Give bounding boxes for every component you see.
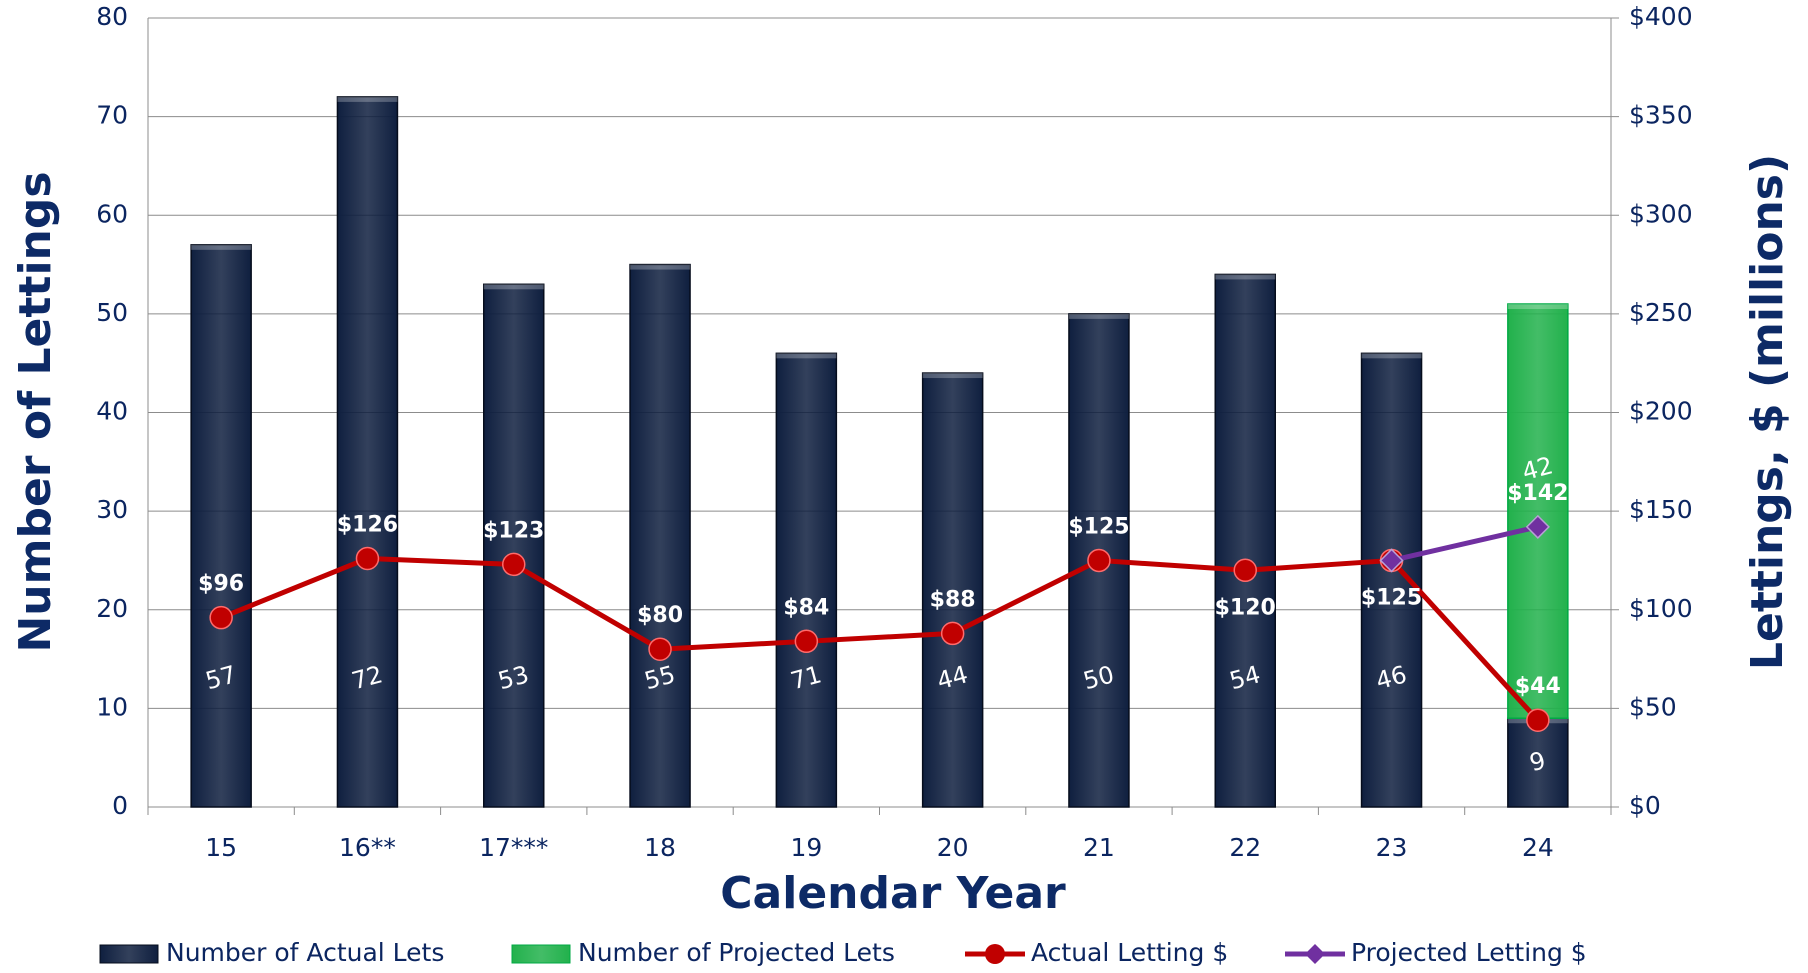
y-axis-title: Number of Lettings xyxy=(10,171,61,652)
data-label: $126 xyxy=(337,512,398,537)
bar-bevel xyxy=(776,353,837,359)
bar-bevel xyxy=(1507,304,1568,310)
bar-bevel xyxy=(337,96,398,102)
legend-label: Projected Letting $ xyxy=(1351,938,1587,967)
data-label: $96 xyxy=(198,572,244,597)
bar xyxy=(1214,273,1276,808)
y2-tick-label: $400 xyxy=(1629,2,1693,31)
y2-tick-label: $350 xyxy=(1629,101,1693,130)
bar-bevel xyxy=(1068,313,1129,319)
data-label: $44 xyxy=(1515,674,1561,699)
data-label: $125 xyxy=(1361,585,1422,610)
marker xyxy=(1526,708,1550,732)
marker xyxy=(209,605,233,630)
data-label: $120 xyxy=(1215,595,1276,620)
legend-swatch xyxy=(511,944,571,964)
data-label: $84 xyxy=(783,595,829,620)
bar xyxy=(775,352,838,808)
data-label: $142 xyxy=(1507,481,1568,506)
y2-tick-label: $50 xyxy=(1629,692,1677,721)
marker xyxy=(794,629,819,654)
legend-label: Actual Letting $ xyxy=(1031,938,1228,967)
y2-tick-label: $200 xyxy=(1629,397,1693,426)
x-tick-label: 15 xyxy=(205,833,237,862)
bar xyxy=(629,263,691,808)
y-tick-label: 10 xyxy=(96,692,128,721)
y2-tick-label: $300 xyxy=(1629,199,1693,228)
bar xyxy=(1507,717,1569,808)
bar-bevel xyxy=(630,264,691,270)
marker xyxy=(1233,558,1257,583)
bar-bevel xyxy=(483,284,544,290)
y-tick-label: 50 xyxy=(96,298,128,327)
y2-tick-label: $0 xyxy=(1629,791,1661,820)
legend-marker xyxy=(985,944,1005,964)
marker xyxy=(940,621,965,646)
legend-swatch xyxy=(99,944,159,964)
y-tick-label: 0 xyxy=(112,791,128,820)
x-axis-title: Calendar Year xyxy=(720,868,1066,919)
x-tick-label: 20 xyxy=(937,833,969,862)
x-tick-label: 21 xyxy=(1083,833,1115,862)
y2-tick-label: $250 xyxy=(1629,298,1693,327)
bar-bevel xyxy=(1215,274,1276,280)
bar xyxy=(336,96,399,808)
bar-bevel xyxy=(1361,353,1422,359)
marker xyxy=(648,637,672,661)
x-tick-label: 23 xyxy=(1376,833,1408,862)
x-tick-label: 18 xyxy=(644,833,676,862)
line xyxy=(220,555,1540,722)
y-tick-label: 80 xyxy=(96,2,128,31)
x-tick-label: 16** xyxy=(339,833,396,862)
y2-tick-label: $150 xyxy=(1629,495,1693,524)
marker xyxy=(1525,514,1550,539)
legend-label: Number of Projected Lets xyxy=(578,938,895,967)
x-tick-label: 17*** xyxy=(479,833,548,862)
bar-bevel xyxy=(922,373,983,379)
y2-tick-label: $100 xyxy=(1629,594,1693,623)
bar-bevel xyxy=(191,244,252,250)
bar-label: 9 xyxy=(1527,746,1549,777)
y2-axis-title: Lettings, $ (millions) xyxy=(1742,154,1793,670)
bar xyxy=(921,372,984,808)
marker xyxy=(1087,548,1111,573)
y-tick-label: 30 xyxy=(96,495,128,524)
data-label: $125 xyxy=(1068,514,1129,539)
data-label: $80 xyxy=(637,603,683,628)
y-tick-label: 70 xyxy=(96,101,128,130)
bar xyxy=(483,283,545,808)
x-tick-label: 24 xyxy=(1522,833,1554,862)
bar xyxy=(1507,303,1569,719)
legend-label: Number of Actual Lets xyxy=(166,938,444,967)
x-tick-label: 19 xyxy=(790,833,822,862)
x-tick-label: 22 xyxy=(1229,833,1261,862)
line xyxy=(1390,524,1539,563)
y-tick-label: 20 xyxy=(96,594,128,623)
data-label: $123 xyxy=(483,518,544,543)
data-label: $88 xyxy=(930,587,976,612)
legend-marker xyxy=(1305,944,1325,964)
marker xyxy=(1379,548,1404,573)
y-tick-label: 40 xyxy=(96,397,128,426)
bar xyxy=(190,244,252,808)
marker xyxy=(355,546,380,571)
marker xyxy=(502,552,526,577)
y-tick-label: 60 xyxy=(96,199,128,228)
